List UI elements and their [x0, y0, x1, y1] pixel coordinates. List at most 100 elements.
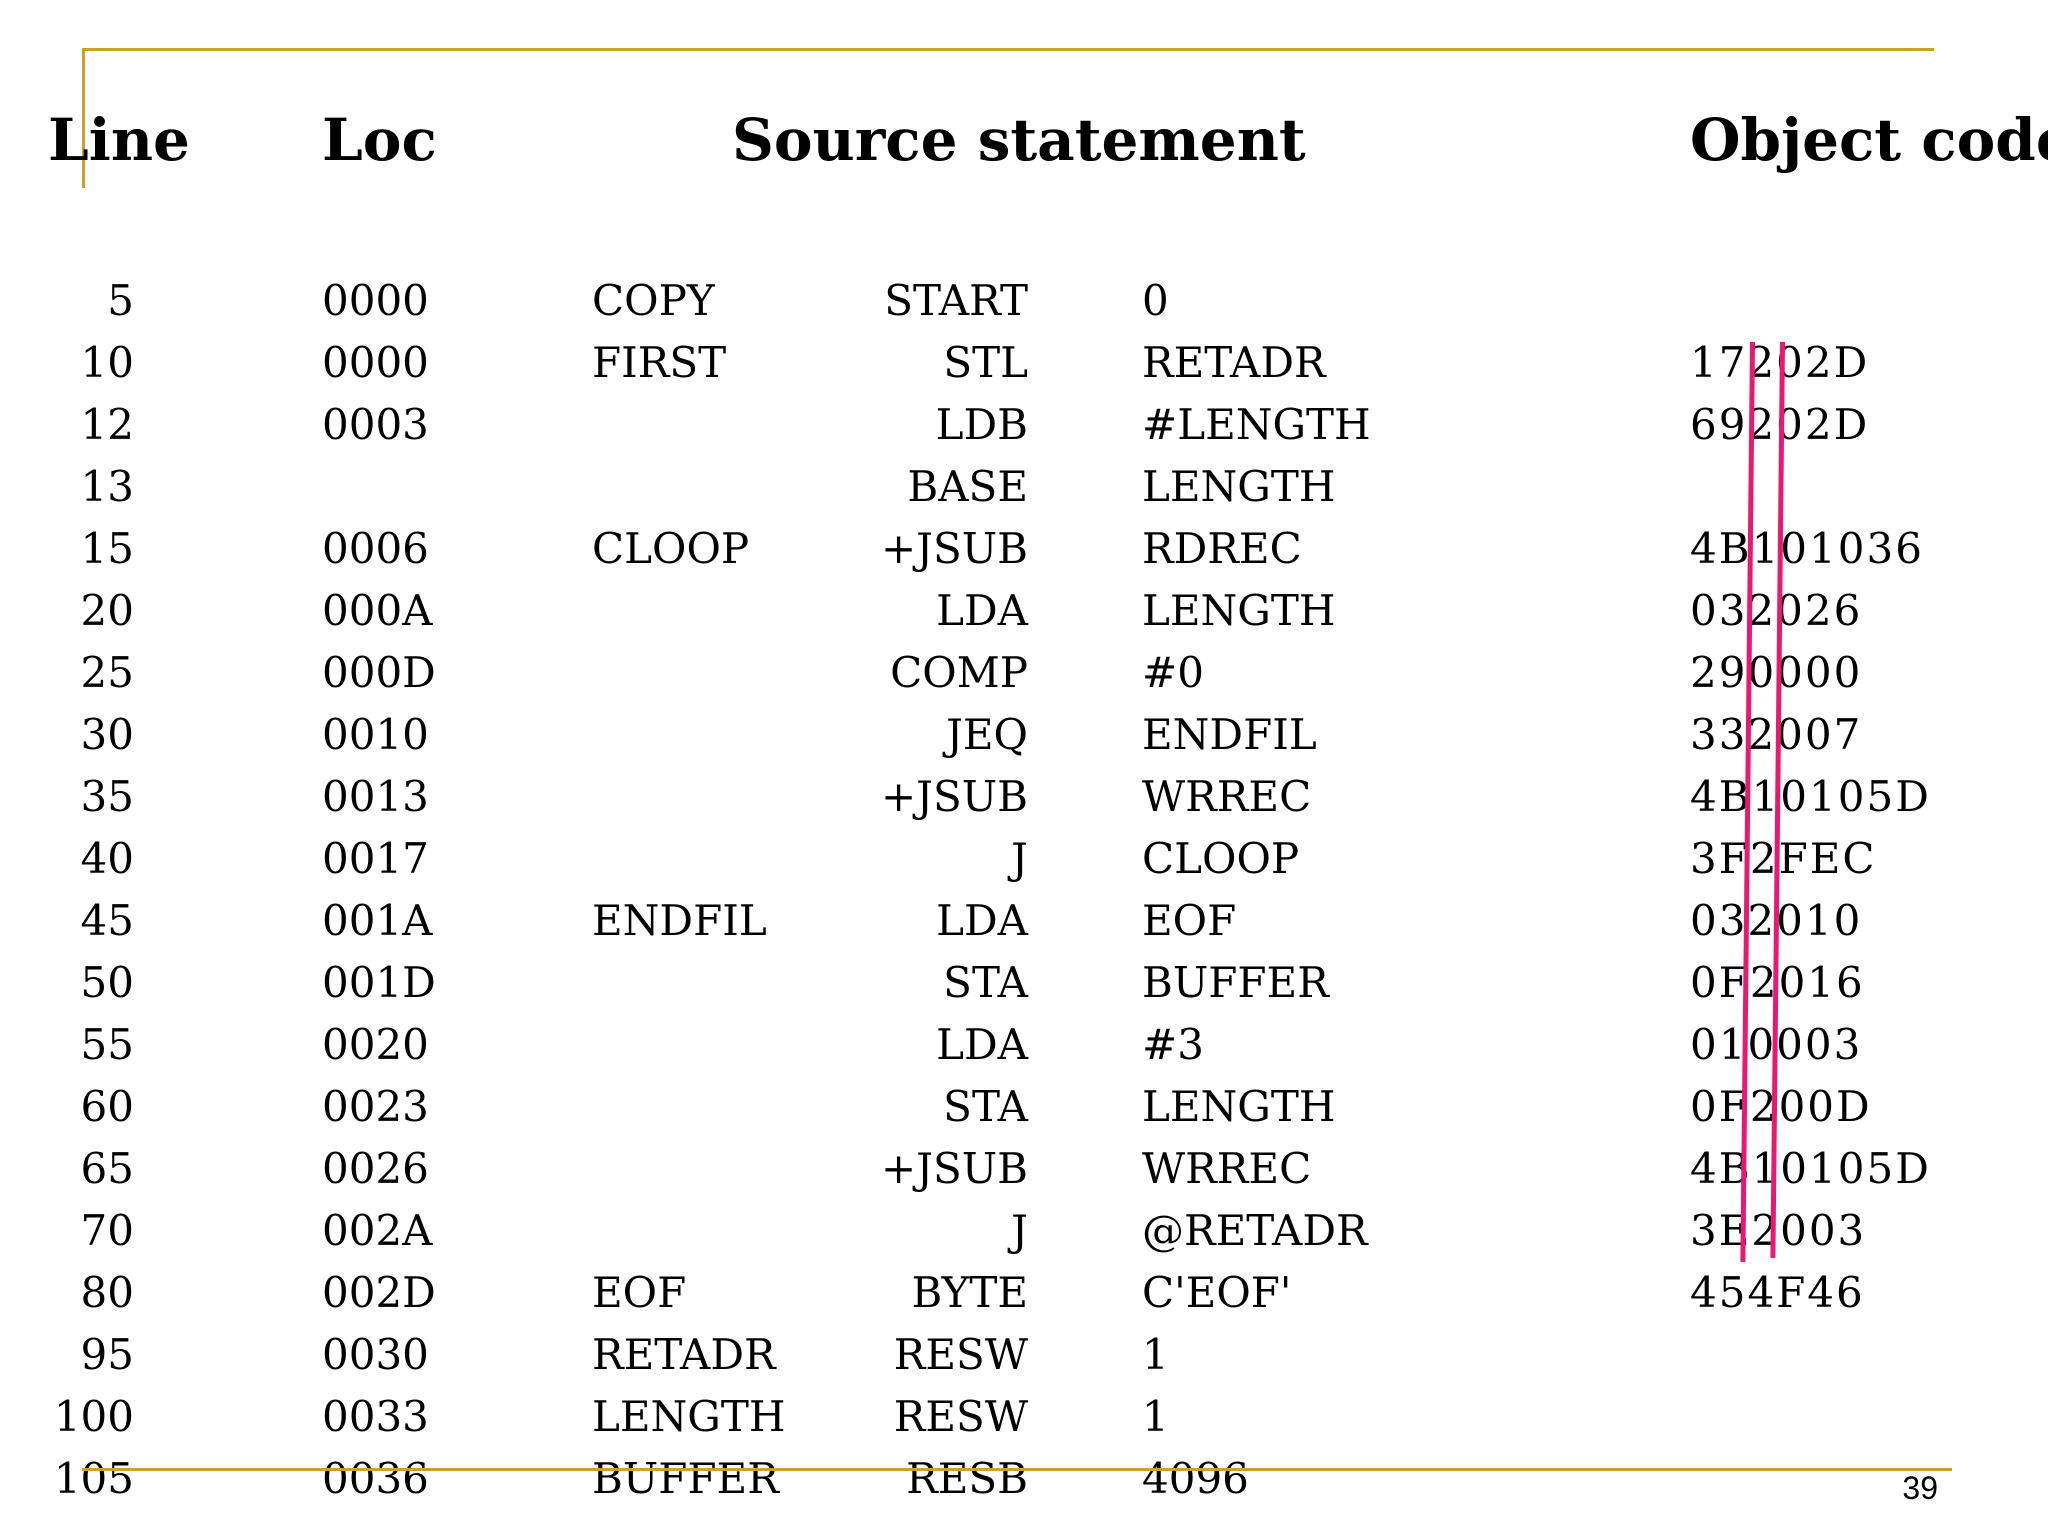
cell-operand: BUFFER	[1142, 958, 1329, 1007]
cell-line-number: 40	[80, 834, 134, 883]
header-source-statement: Source statement	[732, 106, 1306, 174]
cell-location: 0000	[322, 338, 429, 387]
cell-opcode: STA	[943, 1082, 1028, 1131]
cell-location: 0030	[322, 1330, 429, 1379]
cell-label: RETADR	[592, 1330, 776, 1379]
listing-row: 5 0000 COPY START 0	[0, 270, 2048, 332]
cell-location: 0023	[322, 1082, 429, 1131]
cell-opcode: LDA	[936, 586, 1028, 635]
cell-line-number: 10	[80, 338, 134, 387]
cell-operand: EOF	[1142, 896, 1237, 945]
cell-location: 000A	[322, 586, 433, 635]
cell-location: 001A	[322, 896, 433, 945]
cell-label: FIRST	[592, 338, 727, 387]
cell-opcode: START	[884, 276, 1028, 325]
cell-operand: LENGTH	[1142, 462, 1336, 511]
page-number: 39	[1902, 1470, 1938, 1506]
listing-row: 70 002A J @RETADR 3E2003	[0, 1200, 2048, 1262]
cell-location: 0000	[322, 276, 429, 325]
cell-opcode: JEQ	[946, 710, 1028, 759]
cell-object-code: 032026	[1690, 586, 1863, 635]
cell-operand: RETADR	[1142, 338, 1326, 387]
header-loc: Loc	[322, 106, 437, 174]
cell-opcode: COMP	[890, 648, 1028, 697]
listing-row: 105 0036 BUFFER RESB 4096	[0, 1448, 2048, 1510]
cell-location: 0026	[322, 1144, 429, 1193]
cell-opcode: LDB	[935, 400, 1028, 449]
listing-row: 50001DSTABUFFER0F2016	[0, 952, 2048, 1014]
listing-row: 95 0030 RETADR RESW 1	[0, 1324, 2048, 1386]
cell-opcode: STA	[943, 958, 1028, 1007]
cell-label: BUFFER	[592, 1454, 779, 1503]
cell-opcode: RESB	[906, 1454, 1028, 1503]
listing-row: 300010JEQENDFIL332007	[0, 704, 2048, 766]
listing-row: 13 BASE LENGTH	[0, 456, 2048, 518]
cell-operand: LENGTH	[1142, 1082, 1336, 1131]
cell-line-number: 50	[80, 958, 134, 1007]
listing-row: 100 0033 LENGTH RESW 1	[0, 1386, 2048, 1448]
cell-object-code: 4B10105D	[1690, 1144, 1931, 1193]
cell-operand: RDREC	[1142, 524, 1302, 573]
cell-label: CLOOP	[592, 524, 750, 573]
cell-opcode: +JSUB	[880, 524, 1028, 573]
listing-row: 65 0026 +JSUB WRREC 4B10105D	[0, 1138, 2048, 1200]
cell-line-number: 20	[80, 586, 134, 635]
cell-line-number: 45	[80, 896, 134, 945]
cell-location: 0036	[322, 1454, 429, 1503]
cell-operand: C'EOF'	[1142, 1268, 1292, 1317]
cell-location: 002D	[322, 1268, 436, 1317]
listing-row: 25 000D COMP #0 290000	[0, 642, 2048, 704]
cell-object-code: 454F46	[1690, 1268, 1865, 1317]
cell-opcode: RESW	[893, 1330, 1028, 1379]
cell-location: 0017	[322, 834, 429, 883]
cell-label: COPY	[592, 276, 715, 325]
cell-operand: #0	[1142, 648, 1204, 697]
cell-operand: 1	[1142, 1392, 1169, 1441]
cell-location: 000D	[322, 648, 436, 697]
cell-location: 0010	[322, 710, 429, 759]
listing-row: 80 002D EOF BYTE C'EOF' 454F46	[0, 1262, 2048, 1324]
cell-operand: #LENGTH	[1142, 400, 1371, 449]
cell-line-number: 15	[80, 524, 134, 573]
cell-label: LENGTH	[592, 1392, 786, 1441]
cell-operand: WRREC	[1142, 772, 1312, 821]
cell-line-number: 95	[80, 1330, 134, 1379]
cell-object-code: 0F200D	[1690, 1082, 1872, 1131]
bottom-rule	[82, 1468, 1952, 1471]
cell-opcode: BYTE	[911, 1268, 1028, 1317]
cell-line-number: 80	[80, 1268, 134, 1317]
cell-location: 001D	[322, 958, 436, 1007]
cell-location: 0033	[322, 1392, 429, 1441]
cell-line-number: 100	[53, 1392, 134, 1441]
cell-line-number: 5	[107, 276, 134, 325]
cell-label: EOF	[592, 1268, 687, 1317]
cell-opcode: RESW	[893, 1392, 1028, 1441]
cell-opcode: LDA	[936, 896, 1028, 945]
cell-opcode: BASE	[907, 462, 1028, 511]
cell-operand: CLOOP	[1142, 834, 1300, 883]
cell-location: 0013	[322, 772, 429, 821]
cell-line-number: 12	[80, 400, 134, 449]
cell-opcode: STL	[943, 338, 1028, 387]
cell-opcode: J	[1011, 1206, 1028, 1255]
cell-line-number: 13	[80, 462, 134, 511]
cell-object-code: 4B10105D	[1690, 772, 1931, 821]
cell-line-number: 70	[80, 1206, 134, 1255]
cell-line-number: 35	[80, 772, 134, 821]
cell-operand: ENDFIL	[1142, 710, 1317, 759]
cell-operand: 0	[1142, 276, 1169, 325]
assembly-listing: 50000COPYSTART0100000FIRSTSTLRETADR17202…	[0, 270, 2048, 1510]
cell-operand: @RETADR	[1142, 1206, 1368, 1255]
listing-row: 40 0017 J CLOOP 3F2FEC	[0, 828, 2048, 890]
cell-line-number: 60	[80, 1082, 134, 1131]
header-object-code: Object code	[1690, 106, 2048, 174]
listing-row: 100000FIRSTSTLRETADR17202D	[0, 332, 2048, 394]
cell-line-number: 65	[80, 1144, 134, 1193]
cell-opcode: +JSUB	[880, 1144, 1028, 1193]
listing-row: 60 0023 STA LENGTH 0F200D	[0, 1076, 2048, 1138]
listing-row: 35 0013 +JSUB WRREC 4B10105D	[0, 766, 2048, 828]
cell-object-code: 3E2003	[1690, 1206, 1867, 1255]
cell-operand: LENGTH	[1142, 586, 1336, 635]
